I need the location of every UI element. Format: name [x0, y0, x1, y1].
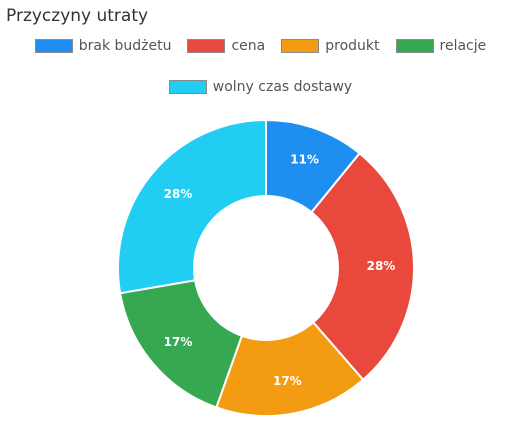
legend-item-wolny-czas-dostawy[interactable]: wolny czas dostawy [168, 79, 353, 95]
slice-label-brak-budzetu: 11% [290, 153, 319, 167]
legend-item-produkt[interactable]: produkt [281, 38, 380, 54]
legend-row-2: wolny czas dostawy [0, 79, 521, 95]
slice-label-produkt: 17% [273, 374, 302, 388]
chart-title: Przyczyny utraty [6, 6, 149, 26]
legend-swatch [168, 80, 207, 94]
legend-label: relacje [439, 38, 487, 54]
legend-swatch [34, 39, 73, 53]
legend-item-relacje[interactable]: relacje [395, 38, 487, 54]
legend-item-cena[interactable]: cena [187, 38, 265, 54]
slice-label-cena: 28% [367, 259, 396, 273]
slice-relacje[interactable] [119, 279, 244, 409]
legend-item-brak-budzetu[interactable]: brak budżetu [34, 38, 172, 54]
legend-swatch [281, 39, 320, 53]
legend-swatch [187, 39, 226, 53]
slice-wolny-czas-dostawy[interactable] [117, 118, 267, 295]
slice-cena[interactable] [310, 151, 415, 382]
legend-label: produkt [325, 38, 380, 54]
legend-row-1: brak budżetu cena produkt relacje [0, 38, 521, 54]
legend-label: cena [231, 38, 266, 54]
slice-produkt[interactable] [215, 320, 365, 417]
legend-label: brak budżetu [78, 38, 172, 54]
slice-label-wolny-czas-dostawy: 28% [164, 187, 193, 201]
legend-label: wolny czas dostawy [212, 79, 353, 95]
legend-swatch [395, 39, 434, 53]
slice-label-relacje: 17% [164, 335, 193, 349]
